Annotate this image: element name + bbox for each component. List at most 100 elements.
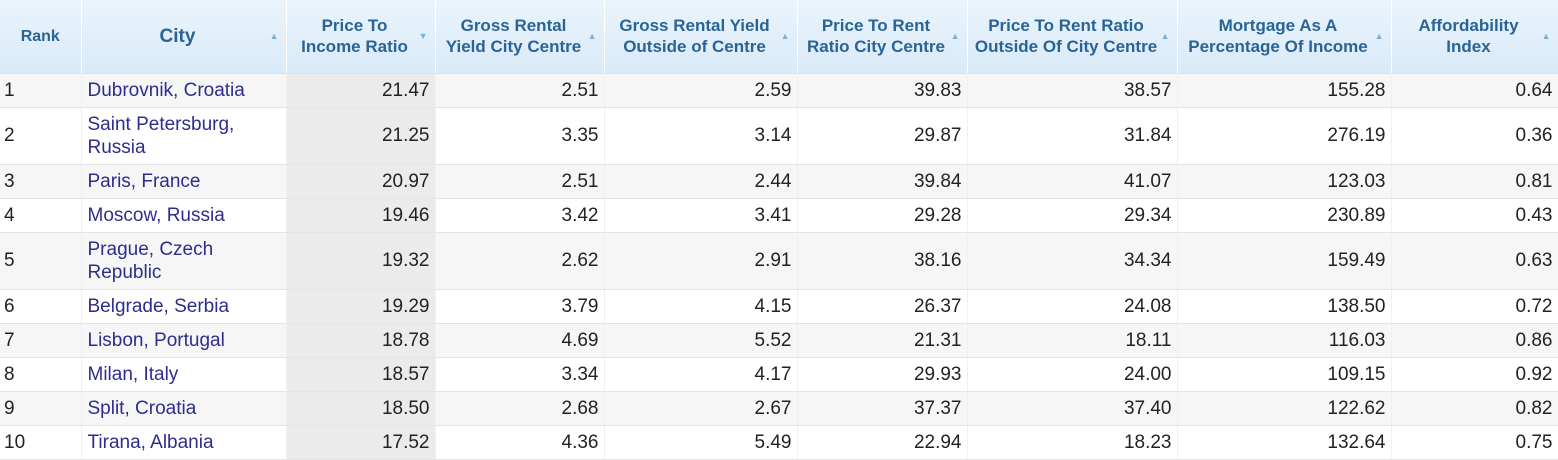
price-to-income-cell: 19.29 xyxy=(286,289,436,324)
city-link[interactable]: Dubrovnik, Croatia xyxy=(87,79,245,101)
mortgage-pct-cell: 159.49 xyxy=(1177,232,1392,290)
rent-ratio-centre-cell: 29.28 xyxy=(797,198,968,233)
column-header-yield-centre[interactable]: Gross Rental Yield City Centre ▲ xyxy=(435,0,605,74)
sort-asc-icon: ▲ xyxy=(950,31,960,41)
sort-asc-icon: ▲ xyxy=(1374,31,1384,41)
city-cell: Moscow, Russia xyxy=(81,198,287,233)
rank-cell: 7 xyxy=(0,323,82,358)
rent-ratio-outside-cell: 41.07 xyxy=(967,164,1178,199)
rent-ratio-centre-cell: 39.83 xyxy=(797,73,968,108)
column-header-label: City xyxy=(159,25,196,47)
column-header-yield-outside[interactable]: Gross Rental Yield Outside of Centre ▲ xyxy=(604,0,798,74)
column-header-price-to-income[interactable]: Price To Income Ratio ▼ xyxy=(286,0,436,74)
column-header-city[interactable]: City ▲ xyxy=(81,0,287,74)
rank-cell: 1 xyxy=(0,73,82,108)
rent-ratio-outside-cell: 24.00 xyxy=(967,357,1178,392)
price-to-income-cell: 21.25 xyxy=(286,107,436,165)
city-link[interactable]: Milan, Italy xyxy=(87,363,179,385)
column-header-mortgage-pct[interactable]: Mortgage As A Percentage Of Income ▲ xyxy=(1177,0,1392,74)
yield-outside-cell: 3.14 xyxy=(604,107,798,165)
mortgage-pct-cell: 138.50 xyxy=(1177,289,1392,324)
yield-outside-cell: 2.67 xyxy=(604,391,798,426)
city-link[interactable]: Tirana, Albania xyxy=(87,431,214,453)
table-row: 1 Dubrovnik, Croatia 21.47 2.51 2.59 39.… xyxy=(0,73,1558,108)
city-link[interactable]: Paris, France xyxy=(87,170,201,192)
column-header-label: Rank xyxy=(20,27,60,45)
sort-asc-icon: ▲ xyxy=(587,31,597,41)
yield-centre-cell: 4.69 xyxy=(435,323,605,358)
column-header-rent-ratio-centre[interactable]: Price To Rent Ratio City Centre ▲ xyxy=(797,0,968,74)
city-link[interactable]: Prague, Czech Republic xyxy=(87,238,214,283)
rent-ratio-centre-cell: 29.87 xyxy=(797,107,968,165)
sort-asc-icon: ▲ xyxy=(780,31,790,41)
affordability-cell: 0.63 xyxy=(1391,232,1558,290)
table-row: 2 Saint Petersburg, Russia 21.25 3.35 3.… xyxy=(0,107,1558,165)
yield-outside-cell: 3.41 xyxy=(604,198,798,233)
column-header-label: Gross Rental Yield City Centre xyxy=(445,16,582,57)
city-link[interactable]: Lisbon, Portugal xyxy=(87,329,225,351)
rent-ratio-outside-cell: 38.57 xyxy=(967,73,1178,108)
rank-cell: 9 xyxy=(0,391,82,426)
rent-ratio-outside-cell: 18.23 xyxy=(967,425,1178,460)
mortgage-pct-cell: 116.03 xyxy=(1177,323,1392,358)
yield-outside-cell: 4.17 xyxy=(604,357,798,392)
column-header-label: Affordability Index xyxy=(1418,16,1519,57)
yield-centre-cell: 2.51 xyxy=(435,73,605,108)
yield-centre-cell: 3.42 xyxy=(435,198,605,233)
affordability-cell: 0.92 xyxy=(1391,357,1558,392)
table-row: 3 Paris, France 20.97 2.51 2.44 39.84 41… xyxy=(0,164,1558,199)
affordability-cell: 0.75 xyxy=(1391,425,1558,460)
mortgage-pct-cell: 132.64 xyxy=(1177,425,1392,460)
rent-ratio-centre-cell: 26.37 xyxy=(797,289,968,324)
affordability-cell: 0.64 xyxy=(1391,73,1558,108)
sort-asc-icon: ▲ xyxy=(1541,31,1551,41)
rank-cell: 4 xyxy=(0,198,82,233)
city-link[interactable]: Moscow, Russia xyxy=(87,204,225,226)
city-cell: Lisbon, Portugal xyxy=(81,323,287,358)
column-header-affordability[interactable]: Affordability Index ▲ xyxy=(1391,0,1558,74)
mortgage-pct-cell: 155.28 xyxy=(1177,73,1392,108)
mortgage-pct-cell: 276.19 xyxy=(1177,107,1392,165)
affordability-cell: 0.86 xyxy=(1391,323,1558,358)
affordability-cell: 0.81 xyxy=(1391,164,1558,199)
rank-cell: 10 xyxy=(0,425,82,460)
yield-outside-cell: 5.49 xyxy=(604,425,798,460)
rent-ratio-outside-cell: 29.34 xyxy=(967,198,1178,233)
header-row: Rank City ▲ Price To Income Ratio ▼ Gross … xyxy=(0,0,1558,74)
mortgage-pct-cell: 123.03 xyxy=(1177,164,1392,199)
price-to-income-cell: 20.97 xyxy=(286,164,436,199)
price-to-income-cell: 18.78 xyxy=(286,323,436,358)
yield-outside-cell: 4.15 xyxy=(604,289,798,324)
rent-ratio-outside-cell: 31.84 xyxy=(967,107,1178,165)
price-to-income-cell: 19.32 xyxy=(286,232,436,290)
rent-ratio-outside-cell: 24.08 xyxy=(967,289,1178,324)
affordability-cell: 0.82 xyxy=(1391,391,1558,426)
yield-centre-cell: 2.68 xyxy=(435,391,605,426)
city-link[interactable]: Saint Petersburg, Russia xyxy=(87,113,235,158)
yield-centre-cell: 2.62 xyxy=(435,232,605,290)
city-link[interactable]: Split, Croatia xyxy=(87,397,197,419)
column-header-rent-ratio-outside[interactable]: Price To Rent Ratio Outside Of City Cent… xyxy=(967,0,1178,74)
rent-ratio-centre-cell: 38.16 xyxy=(797,232,968,290)
yield-outside-cell: 2.59 xyxy=(604,73,798,108)
city-cell: Saint Petersburg, Russia xyxy=(81,107,287,165)
column-header-label: Mortgage As A Percentage Of Income xyxy=(1188,16,1368,57)
affordability-cell: 0.72 xyxy=(1391,289,1558,324)
table-row: 8 Milan, Italy 18.57 3.34 4.17 29.93 24.… xyxy=(0,357,1558,392)
affordability-cell: 0.43 xyxy=(1391,198,1558,233)
city-link[interactable]: Belgrade, Serbia xyxy=(87,295,230,317)
yield-centre-cell: 3.35 xyxy=(435,107,605,165)
city-cell: Paris, France xyxy=(81,164,287,199)
mortgage-pct-cell: 122.62 xyxy=(1177,391,1392,426)
table-row: 7 Lisbon, Portugal 18.78 4.69 5.52 21.31… xyxy=(0,323,1558,358)
price-to-income-cell: 17.52 xyxy=(286,425,436,460)
rent-ratio-centre-cell: 29.93 xyxy=(797,357,968,392)
city-cell: Prague, Czech Republic xyxy=(81,232,287,290)
rent-ratio-centre-cell: 21.31 xyxy=(797,323,968,358)
price-to-income-cell: 19.46 xyxy=(286,198,436,233)
yield-centre-cell: 2.51 xyxy=(435,164,605,199)
price-to-income-cell: 18.50 xyxy=(286,391,436,426)
column-header-label: Price To Income Ratio xyxy=(301,16,408,57)
mortgage-pct-cell: 230.89 xyxy=(1177,198,1392,233)
